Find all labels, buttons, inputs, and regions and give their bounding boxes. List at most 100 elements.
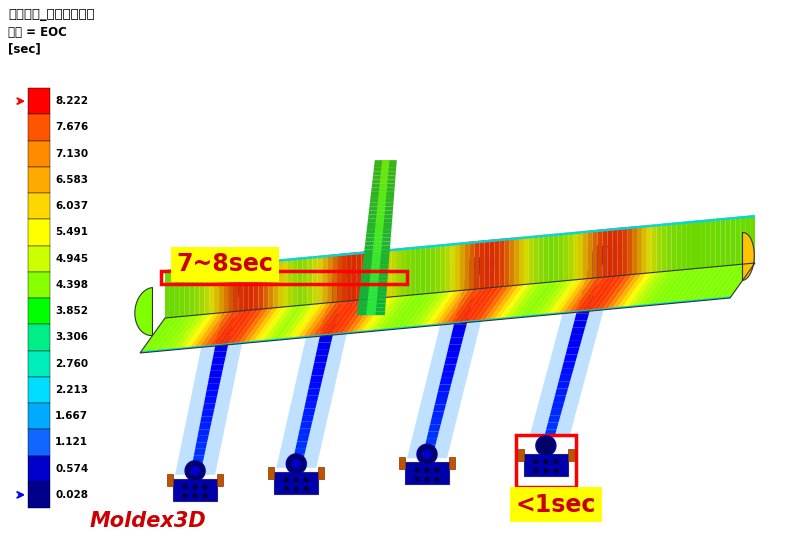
Polygon shape xyxy=(175,268,180,271)
Bar xyxy=(28,350,50,377)
Bar xyxy=(28,140,50,167)
Polygon shape xyxy=(681,222,686,270)
Polygon shape xyxy=(258,261,263,263)
Polygon shape xyxy=(407,257,497,458)
Polygon shape xyxy=(514,283,543,318)
Polygon shape xyxy=(524,236,529,285)
Polygon shape xyxy=(140,317,170,353)
Polygon shape xyxy=(386,249,391,252)
Polygon shape xyxy=(358,300,386,304)
Polygon shape xyxy=(564,354,577,361)
Polygon shape xyxy=(219,310,249,346)
Polygon shape xyxy=(368,296,378,300)
Polygon shape xyxy=(518,282,548,317)
Polygon shape xyxy=(189,346,196,349)
Circle shape xyxy=(541,441,551,451)
Polygon shape xyxy=(657,224,662,272)
Polygon shape xyxy=(369,280,378,284)
Polygon shape xyxy=(204,266,209,314)
Polygon shape xyxy=(287,337,294,339)
Polygon shape xyxy=(217,332,231,338)
Bar xyxy=(161,271,407,284)
Polygon shape xyxy=(568,232,573,235)
Polygon shape xyxy=(378,195,386,199)
Polygon shape xyxy=(192,462,203,468)
Polygon shape xyxy=(568,311,574,313)
Polygon shape xyxy=(553,312,559,315)
Polygon shape xyxy=(445,289,475,325)
Polygon shape xyxy=(224,264,229,312)
Polygon shape xyxy=(431,245,436,248)
Polygon shape xyxy=(381,295,411,330)
Polygon shape xyxy=(691,221,696,269)
Polygon shape xyxy=(474,286,504,322)
Polygon shape xyxy=(632,226,637,275)
Polygon shape xyxy=(411,247,415,250)
Polygon shape xyxy=(450,322,456,324)
Polygon shape xyxy=(524,236,529,239)
Polygon shape xyxy=(391,248,396,297)
Circle shape xyxy=(553,468,559,473)
Text: 4.398: 4.398 xyxy=(55,280,88,290)
Text: 5.491: 5.491 xyxy=(55,227,88,237)
Polygon shape xyxy=(652,224,657,227)
Polygon shape xyxy=(711,219,716,222)
Polygon shape xyxy=(278,259,283,262)
Polygon shape xyxy=(662,223,667,272)
Polygon shape xyxy=(292,336,299,339)
Polygon shape xyxy=(378,191,386,195)
Polygon shape xyxy=(588,309,593,311)
Polygon shape xyxy=(696,266,725,301)
Polygon shape xyxy=(440,323,446,325)
Polygon shape xyxy=(223,299,238,306)
Polygon shape xyxy=(563,311,569,314)
Circle shape xyxy=(303,486,309,491)
Polygon shape xyxy=(612,307,618,309)
Polygon shape xyxy=(431,412,444,418)
Polygon shape xyxy=(730,217,735,219)
Polygon shape xyxy=(239,263,244,266)
Polygon shape xyxy=(617,306,623,309)
Polygon shape xyxy=(377,207,386,211)
Polygon shape xyxy=(543,234,548,283)
Polygon shape xyxy=(364,250,390,253)
Polygon shape xyxy=(627,227,632,229)
Polygon shape xyxy=(572,277,603,312)
Polygon shape xyxy=(371,191,394,195)
Text: 0.028: 0.028 xyxy=(55,490,88,500)
Polygon shape xyxy=(293,258,298,261)
Polygon shape xyxy=(701,219,706,222)
Polygon shape xyxy=(622,227,627,275)
Polygon shape xyxy=(319,336,332,343)
Polygon shape xyxy=(494,239,499,242)
Polygon shape xyxy=(208,377,221,384)
Bar xyxy=(275,472,318,494)
Polygon shape xyxy=(741,216,745,219)
Text: Moldex3D: Moldex3D xyxy=(90,511,207,531)
Polygon shape xyxy=(608,228,613,231)
Polygon shape xyxy=(332,276,347,283)
Text: 2.760: 2.760 xyxy=(55,359,88,369)
Polygon shape xyxy=(229,263,233,266)
Polygon shape xyxy=(455,242,460,245)
Polygon shape xyxy=(705,265,735,300)
Polygon shape xyxy=(317,255,322,258)
Polygon shape xyxy=(377,250,382,299)
Polygon shape xyxy=(642,271,671,306)
Polygon shape xyxy=(199,345,205,348)
Polygon shape xyxy=(464,277,479,284)
Polygon shape xyxy=(426,245,431,294)
Polygon shape xyxy=(293,455,304,461)
Polygon shape xyxy=(164,315,195,351)
Polygon shape xyxy=(297,336,303,338)
Polygon shape xyxy=(366,251,371,253)
Polygon shape xyxy=(425,324,431,326)
Polygon shape xyxy=(369,276,379,280)
Text: 6.037: 6.037 xyxy=(55,201,88,211)
Text: 時間 = EOC: 時間 = EOC xyxy=(8,26,67,39)
Polygon shape xyxy=(651,303,658,305)
Polygon shape xyxy=(592,229,597,232)
Polygon shape xyxy=(253,340,259,343)
Polygon shape xyxy=(691,300,697,302)
Polygon shape xyxy=(390,328,397,330)
